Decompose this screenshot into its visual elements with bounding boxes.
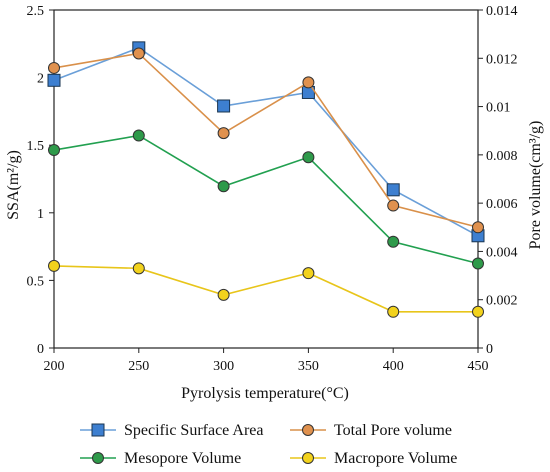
data-point — [472, 257, 484, 270]
y-left-tick-label: 1 — [37, 207, 44, 222]
data-point — [302, 267, 315, 280]
legend-marker — [92, 452, 104, 464]
data-point — [217, 127, 230, 140]
data-point — [387, 235, 400, 248]
x-tick-label: 350 — [298, 359, 319, 374]
data-point — [48, 144, 60, 157]
data-point — [472, 305, 484, 318]
data-point — [132, 262, 145, 275]
series-line-4 — [53, 265, 478, 313]
x-tick-label: 400 — [383, 359, 404, 374]
data-point — [387, 199, 400, 212]
y-axis-right-title: Pore volume(cm³/g) — [527, 121, 544, 250]
data-point — [302, 76, 315, 89]
legend-marker — [91, 423, 105, 437]
data-point — [302, 151, 315, 164]
y-left-tick-label: 2 — [37, 72, 44, 87]
y-right-tick-label: 0.006 — [486, 197, 518, 212]
legend-marker — [302, 424, 314, 436]
series-line-2 — [53, 52, 479, 229]
data-point — [47, 73, 61, 87]
data-point — [132, 129, 145, 142]
data-point — [387, 305, 400, 318]
x-tick-label: 300 — [213, 359, 234, 374]
y-right-tick-label: 0.012 — [486, 52, 518, 67]
data-point — [217, 288, 230, 301]
legend-label: Specific Surface Area — [124, 422, 263, 439]
y-left-tick-label: 2.5 — [27, 4, 45, 19]
plot-area: 200 250 300 350 400 450 0 0.5 1 1.5 2 2.5 0 0.002 0.00… — [27, 4, 518, 374]
data-point — [472, 221, 484, 234]
x-tick-label: 250 — [128, 359, 149, 374]
y-right-tick-label: 0.004 — [486, 245, 518, 260]
x-tick-label: 450 — [468, 359, 489, 374]
y-left-tick-label: 1.5 — [27, 139, 45, 154]
plot-frame — [53, 9, 479, 349]
y-right-tick-label: 0.014 — [486, 4, 518, 19]
legend: Specific Surface Area Mesopore Volume Tota… — [80, 422, 457, 467]
y-right-tick-label: 0.008 — [486, 149, 518, 164]
y-right-tick-label: 0.01 — [486, 101, 511, 116]
data-point — [48, 259, 60, 272]
y-axis-left-title: SSA(m²/g) — [5, 150, 22, 220]
y-left-tick-label: 0.5 — [27, 274, 45, 289]
legend-marker — [302, 452, 314, 464]
y-right-tick-label: 0 — [486, 342, 493, 357]
x-tick-label: 200 — [44, 359, 65, 374]
legend-label: Total Pore volume — [334, 422, 452, 439]
series-line-3 — [53, 134, 479, 265]
y-right-tick-label: 0.002 — [486, 294, 518, 309]
legend-label: Mesopore Volume — [124, 450, 241, 467]
series-line-1 — [53, 46, 479, 237]
data-point — [48, 61, 60, 74]
data-point — [386, 183, 400, 197]
data-point — [217, 99, 231, 113]
legend-label: Macropore Volume — [334, 450, 457, 467]
data-point — [132, 47, 145, 60]
x-axis-title: Pyrolysis temperature(°C) — [181, 385, 349, 402]
data-point — [217, 180, 230, 193]
y-left-tick-label: 0 — [37, 342, 44, 357]
